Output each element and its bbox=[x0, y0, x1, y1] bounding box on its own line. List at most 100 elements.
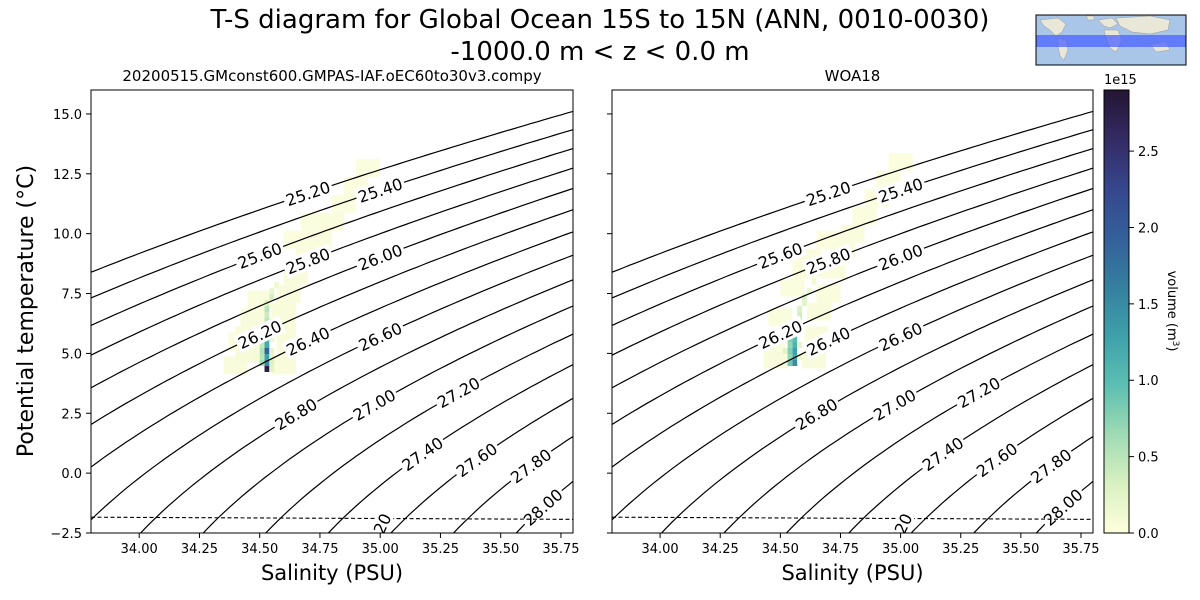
histogram-bin bbox=[787, 354, 793, 360]
histogram-bin bbox=[264, 306, 270, 313]
histogram-bin bbox=[787, 359, 793, 366]
isopycnal-contour bbox=[91, 187, 573, 389]
isopycnal-contour bbox=[91, 231, 573, 468]
isopycnal-contour bbox=[91, 129, 573, 299]
contour-label-background bbox=[353, 239, 407, 275]
contour-label-background bbox=[868, 384, 921, 426]
histogram-bin bbox=[271, 356, 296, 375]
contour-label-background bbox=[874, 173, 928, 207]
histogram-bin bbox=[782, 348, 788, 355]
inset-frame bbox=[1035, 14, 1187, 66]
isopycnal-contour bbox=[723, 305, 1093, 533]
isopycnal-contour bbox=[612, 209, 1093, 426]
histogram-bin bbox=[811, 278, 817, 285]
histogram-bin bbox=[792, 359, 798, 366]
land-mass bbox=[1039, 17, 1067, 37]
freezing-label-background bbox=[370, 511, 394, 533]
histogram-bin bbox=[792, 336, 798, 343]
colorbar-gradient bbox=[1103, 89, 1130, 534]
x-tick-label: 35.50 bbox=[482, 542, 519, 557]
contour-label-background bbox=[233, 315, 287, 354]
colorbar-exponent: 1e15 bbox=[1104, 73, 1137, 88]
histogram-bin bbox=[806, 302, 831, 321]
contour-label-background bbox=[917, 432, 969, 476]
contour-label-background bbox=[432, 372, 485, 413]
x-tick-label: 34.25 bbox=[702, 542, 739, 557]
isopycnal-contour bbox=[139, 279, 573, 533]
y-tick-label: 12.5 bbox=[53, 168, 82, 183]
histogram-bin bbox=[801, 300, 807, 307]
histogram-bin bbox=[259, 348, 265, 355]
histogram-bin bbox=[269, 359, 275, 366]
contour-label-background bbox=[396, 432, 449, 476]
freezing-label-group: 20 bbox=[370, 511, 396, 537]
contour-label-background bbox=[801, 176, 855, 210]
x-tick-label: 34.75 bbox=[822, 542, 859, 557]
contour-label-background bbox=[874, 317, 928, 356]
contour-label-background bbox=[874, 239, 928, 275]
y-tick-label: 5.0 bbox=[61, 347, 82, 362]
histogram-bin bbox=[264, 354, 270, 360]
histogram-bin bbox=[264, 359, 270, 366]
histogram-bin bbox=[792, 342, 798, 349]
histogram-bin bbox=[787, 348, 793, 355]
colorbar-tick-label: 0.0 bbox=[1138, 527, 1159, 542]
histogram-bin bbox=[806, 288, 812, 295]
contour-label-background bbox=[790, 393, 843, 435]
contour-label-background bbox=[952, 372, 1006, 413]
histogram-bin bbox=[283, 230, 308, 249]
land-mass bbox=[1115, 15, 1171, 35]
y-tick-label: 7.5 bbox=[61, 288, 82, 303]
contour-label-background bbox=[971, 437, 1023, 482]
histogram-bin bbox=[274, 282, 279, 289]
isopycnal-contour bbox=[612, 167, 1093, 356]
histogram-bin bbox=[240, 308, 265, 327]
histogram-bin bbox=[300, 212, 325, 231]
histogram-bin bbox=[269, 294, 275, 301]
isopycnal-contour bbox=[612, 148, 1093, 326]
x-tick-label: 35.00 bbox=[362, 542, 399, 557]
isopycnal-contour bbox=[660, 279, 1093, 533]
isopycnal-contour bbox=[612, 110, 1093, 273]
colorbar: 0.0 0.5 1.0 1.5 2.0 2.5 1e15 volume (m3) bbox=[1103, 73, 1180, 542]
isopycnal-contour bbox=[612, 129, 1093, 299]
y-axis-label: Potential temperature (°C) bbox=[14, 165, 39, 457]
isopycnal-contour bbox=[785, 333, 1093, 533]
histogram-bin bbox=[269, 336, 275, 343]
panel-title: WOA18 bbox=[825, 67, 881, 85]
x-tick-label: 34.75 bbox=[301, 542, 338, 557]
histogram-bin bbox=[792, 348, 798, 355]
freezing-line-label: 20 bbox=[370, 511, 396, 537]
histogram-bin bbox=[797, 342, 802, 349]
x-tick-label: 35.75 bbox=[1062, 542, 1099, 557]
contour-label-background bbox=[505, 443, 557, 488]
isopycnal-contour bbox=[91, 254, 573, 521]
histogram-bin bbox=[888, 152, 913, 171]
isopycnal-contour bbox=[264, 333, 573, 533]
freezing-label-background bbox=[891, 511, 915, 533]
land-mass bbox=[1085, 15, 1095, 21]
contour-label-background bbox=[753, 237, 807, 273]
x-tick-label: 34.50 bbox=[762, 542, 799, 557]
land-mass bbox=[1097, 17, 1119, 29]
freezing-line-label: 20 bbox=[891, 511, 917, 537]
freezing-line bbox=[91, 516, 573, 520]
histogram-bin bbox=[797, 354, 802, 360]
contour-label-background bbox=[753, 315, 807, 354]
x-tick-label: 35.75 bbox=[542, 542, 579, 557]
histogram-bin bbox=[801, 294, 807, 301]
x-axis-label: Salinity (PSU) bbox=[261, 561, 403, 585]
histogram-bin bbox=[816, 284, 841, 303]
contour-label-background bbox=[353, 173, 407, 207]
contour-label-background bbox=[269, 393, 322, 435]
x-tick-label: 35.25 bbox=[422, 542, 459, 557]
y-tick-label: 10.0 bbox=[53, 228, 82, 243]
isopycnal-contour bbox=[612, 187, 1093, 389]
histogram-bin bbox=[797, 312, 802, 319]
x-tick-label: 35.25 bbox=[942, 542, 979, 557]
histogram-bin bbox=[816, 230, 841, 249]
colorbar-tick-label: 2.0 bbox=[1138, 221, 1159, 236]
isopycnal-contour bbox=[612, 254, 1093, 521]
